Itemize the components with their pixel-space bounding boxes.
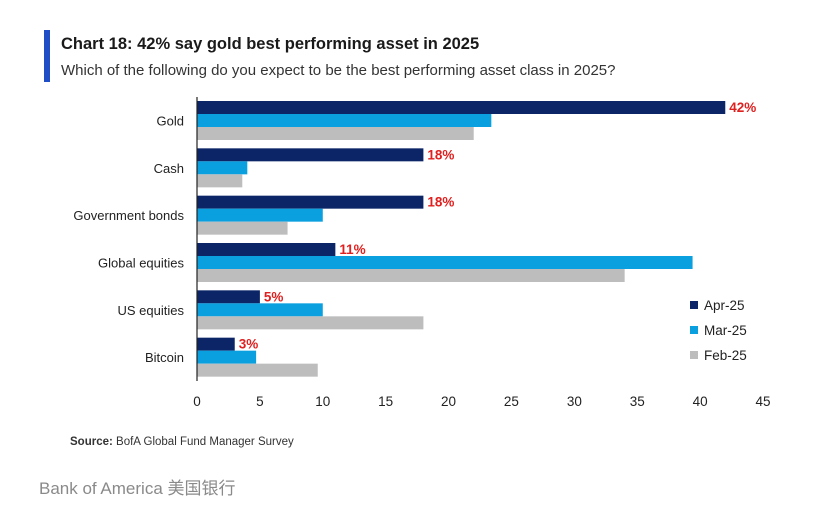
x-tick-label: 35 [630,394,645,409]
chart-title: Chart 18: 42% say gold best performing a… [61,35,480,53]
x-tick-label: 20 [441,394,456,409]
category-label: Bitcoin [145,350,184,365]
source-note: Source: BofA Global Fund Manager Survey [70,436,294,448]
data-label: 42% [729,100,756,115]
x-tick-label: 45 [755,394,770,409]
bar-mar-25-cash [197,161,248,175]
bar-apr-25-us-equities [197,290,260,304]
brand-watermark: Bank of America 美国银行 [39,479,236,498]
source-label: Source: [70,436,113,448]
legend-label: Apr-25 [704,298,745,313]
data-label: 11% [339,242,365,257]
x-tick-label: 25 [504,394,519,409]
bar-mar-25-government-bonds [197,208,323,222]
x-tick-label: 10 [315,394,330,409]
data-label: 5% [264,289,284,304]
x-tick-label: 30 [567,394,582,409]
chart-subtitle: Which of the following do you expect to … [61,62,616,79]
x-tick-label: 40 [693,394,708,409]
data-label: 18% [427,147,454,162]
bar-chart: Gold 42% Cash 18% Government bonds 18% Global … [73,97,771,409]
title-accent-bar [44,30,50,82]
source-text: BofA Global Fund Manager Survey [112,436,294,448]
legend-swatch [690,351,698,359]
category-label: Cash [154,161,184,176]
category-label: Global equities [98,256,184,271]
data-label: 3% [239,337,259,352]
legend-label: Mar-25 [704,323,747,338]
bar-feb-25-us-equities [197,316,424,330]
bar-feb-25-gold [197,127,474,140]
x-tick-label: 15 [378,394,393,409]
legend-swatch [690,326,698,334]
bar-feb-25-global-equities [197,269,625,282]
bar-feb-25-bitcoin [197,363,318,377]
bar-apr-25-government-bonds [197,195,424,209]
legend-label: Feb-25 [704,348,747,363]
bar-mar-25-us-equities [197,303,323,317]
bar-mar-25-global-equities [197,256,693,269]
legend-swatch [690,301,698,309]
bar-feb-25-cash [197,174,243,188]
x-tick-label: 5 [256,394,264,409]
bar-apr-25-cash [197,148,424,162]
bar-apr-25-gold [197,101,726,114]
data-label: 18% [427,195,454,210]
bar-feb-25-government-bonds [197,221,288,235]
x-tick-label: 0 [193,394,201,409]
bar-mar-25-gold [197,114,492,127]
bar-apr-25-global-equities [197,243,336,256]
bar-mar-25-bitcoin [197,350,257,364]
category-label: US equities [118,303,185,318]
category-label: Government bonds [73,208,184,223]
bar-apr-25-bitcoin [197,337,235,351]
category-label: Gold [157,114,184,129]
